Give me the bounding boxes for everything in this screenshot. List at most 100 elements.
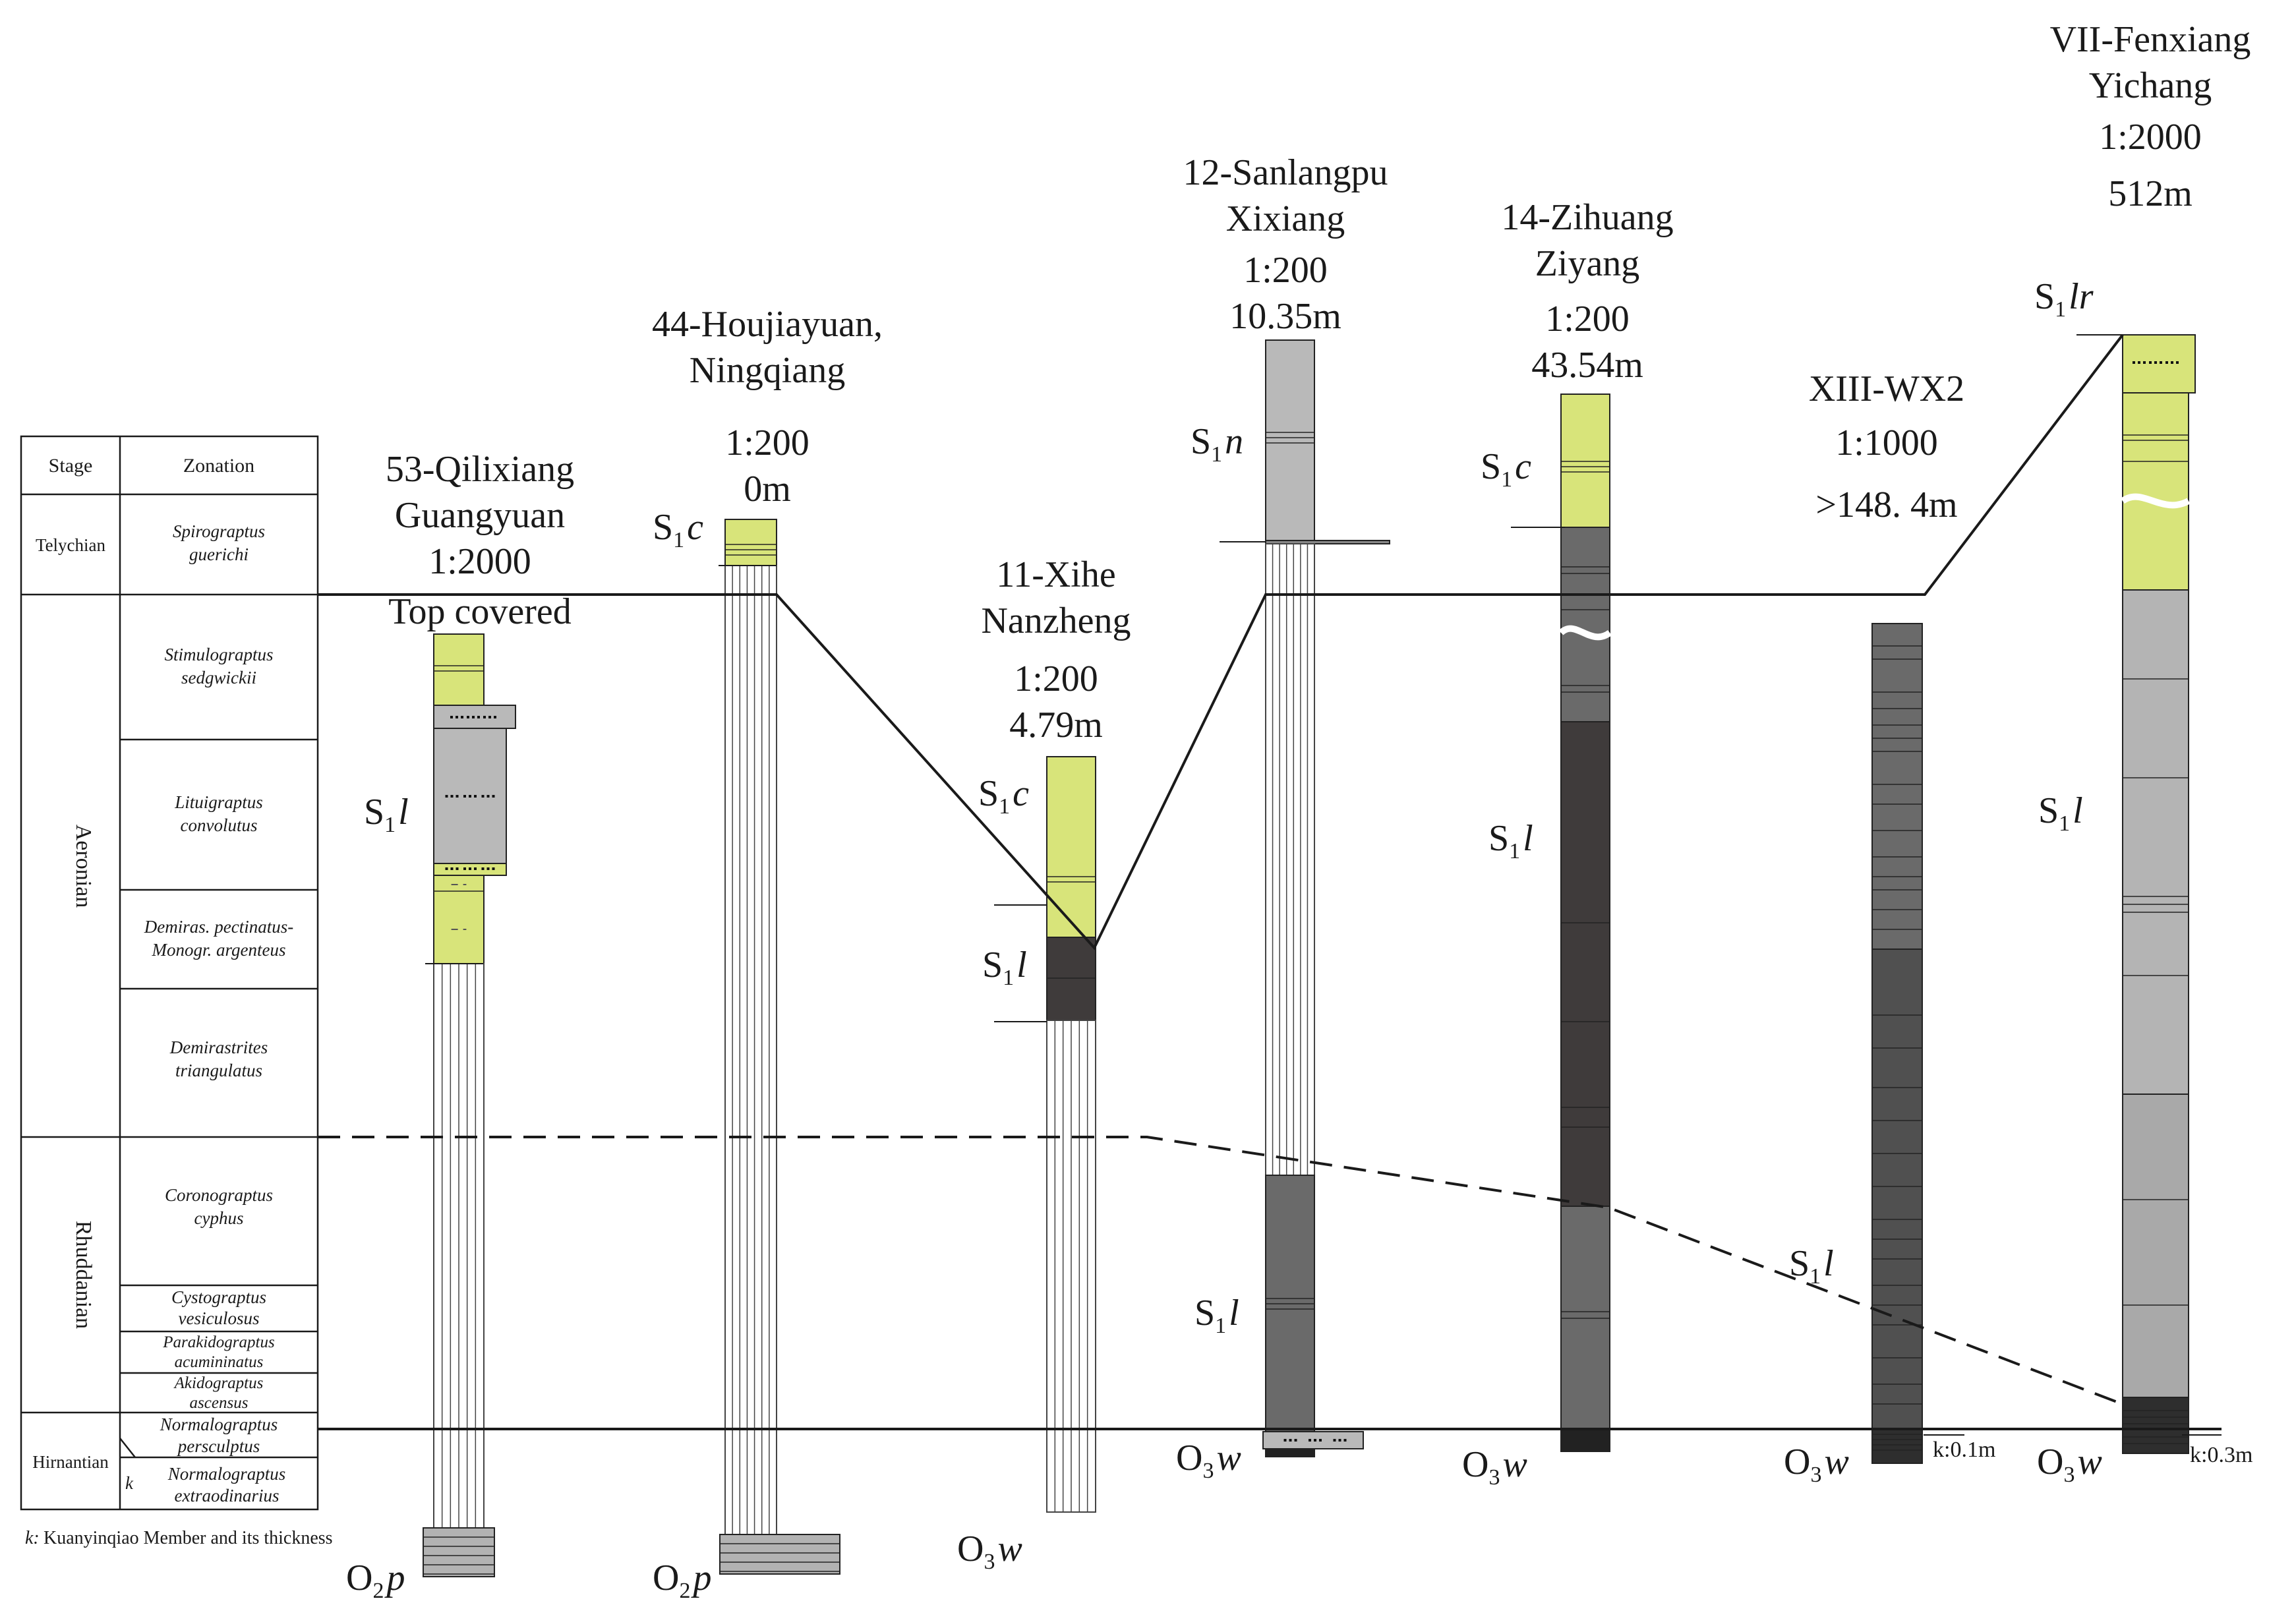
formation-s1l-sanlangpu: S1l <box>1194 1293 1239 1338</box>
zone-10-line1: Normalograptus <box>160 1415 278 1434</box>
column-block-7 <box>1046 937 1096 1021</box>
footnote-text: Kuanyinqiao Member and its thickness <box>44 1528 333 1548</box>
zone-5-line1: Demirastrites <box>169 1037 268 1057</box>
zone-2-line2: sedgwickii <box>181 668 256 687</box>
section-44-place: Ningqiang <box>690 350 845 391</box>
section-wx2-scale: 1:1000 <box>1835 423 1938 463</box>
stage-aeronian: Aeronian <box>71 825 96 908</box>
column-block-19 <box>1871 948 1923 1430</box>
section-11-place: Nanzheng <box>981 600 1131 641</box>
column-block-23 <box>2122 589 2189 1095</box>
footnote: k: Kuanyinqiao Member and its thickness <box>25 1528 333 1548</box>
zone-11-line2: extraodinarius <box>175 1486 280 1505</box>
formation-o3w-xihe: O3w <box>957 1529 1022 1574</box>
zone-3-line1: Lituigraptus <box>174 792 263 812</box>
formation-s1n-sanlangpu: S1n <box>1191 421 1243 467</box>
column-block-4 <box>433 875 485 964</box>
formation-o3w-sanlangpu: O3w <box>1176 1438 1241 1483</box>
zone-8-line1: Parakidograptus <box>162 1333 274 1351</box>
column-block-15 <box>1560 721 1610 1207</box>
section-44-name: 44-Houjiayuan, <box>652 304 883 345</box>
telychian-base-line <box>318 334 2124 950</box>
column-block-18 <box>1871 623 1923 950</box>
zone-4-line1: Demiras. pectinatus- <box>144 917 293 937</box>
section-headers: 53-Qilixiang Guangyuan 1:2000 Top covere… <box>386 19 2251 745</box>
stage-telychian: Telychian <box>36 535 106 555</box>
zone-9-line2: ascensus <box>190 1394 249 1412</box>
k-label-wx2: k:0.1m <box>1933 1438 1995 1462</box>
section-12-scale: 1:200 <box>1243 250 1328 291</box>
zone-5-line2: triangulatus <box>175 1061 262 1080</box>
k-mark: k <box>125 1473 134 1493</box>
section-11-name: 11-Xihe <box>996 554 1115 595</box>
column-block-11 <box>1262 1431 1364 1449</box>
section-columns <box>423 334 2196 1577</box>
column-block-5 <box>724 519 777 566</box>
formation-o2p-qilixiang: O2p <box>346 1558 405 1603</box>
formation-s1c-xihe: S1c <box>978 773 1029 819</box>
formation-o3w-fenxiang: O3w <box>2037 1442 2102 1487</box>
section-53-scale: 1:2000 <box>428 541 531 582</box>
column-block-8 <box>1265 339 1315 541</box>
zone-7-line1: Cystograptus <box>171 1287 266 1307</box>
stage-hirnantian: Hirnantian <box>32 1452 109 1472</box>
k-label-fenxiang: k:0.3m <box>2190 1443 2252 1467</box>
formation-o2p-houjiayuan: O2p <box>653 1558 711 1603</box>
zone-4-line2: Monogr. argenteus <box>152 940 286 960</box>
formation-s1l-fenxiang: S1l <box>2038 790 2083 836</box>
formation-s1l-qilixiang: S1l <box>364 792 409 837</box>
formation-labels: S1l O2p S1c O2p S1c S1l O3w S1n S1l O3w … <box>346 276 2252 1603</box>
zone-8-line2: acumininatus <box>175 1353 264 1371</box>
break-mark <box>1558 625 1612 641</box>
column-block-22 <box>2122 392 2189 591</box>
formation-o3w-zihuang: O3w <box>1462 1444 1527 1490</box>
zone-labels: Spirograptus guerichi Stimulograptus sed… <box>144 521 293 1505</box>
section-vii-thickness: 512m <box>2108 173 2193 214</box>
section-12-name: 12-Sanlangpu <box>1183 152 1388 193</box>
column-block-25 <box>2122 1397 2189 1454</box>
footnote-k: k: <box>25 1528 40 1548</box>
formation-s1l-zihuang: S1l <box>1488 818 1533 863</box>
formation-s1c-houjiayuan: S1c <box>653 507 703 552</box>
column-block-13 <box>1560 394 1610 528</box>
formation-s1l-xihe: S1l <box>982 945 1027 990</box>
correlation-lines <box>318 334 2222 1430</box>
rhuddanian-base-line <box>318 1136 2119 1404</box>
formation-o3w-wx2: O3w <box>1784 1442 1849 1487</box>
zone-6-line2: cyphus <box>194 1208 244 1228</box>
limestone-block <box>719 1534 840 1575</box>
section-12-thickness: 10.35m <box>1229 296 1341 337</box>
section-12-place: Xixiang <box>1226 198 1345 239</box>
section-14-scale: 1:200 <box>1545 299 1630 339</box>
zone-10-line2: persculptus <box>177 1436 260 1456</box>
zone-7-line2: vesiculosus <box>179 1308 260 1328</box>
column-block-17 <box>1560 1428 1610 1452</box>
section-wx2-thickness: >148. 4m <box>1815 484 1957 525</box>
section-vii-place: Yichang <box>2089 65 2212 106</box>
section-44-thickness: 0m <box>744 469 791 510</box>
section-53-name: 53-Qilixiang <box>386 449 574 490</box>
column-block-24 <box>2122 1094 2189 1398</box>
column-block-6 <box>1046 756 1096 938</box>
limestone-block <box>423 1527 495 1577</box>
column-block-0 <box>433 633 485 706</box>
column-block-16 <box>1560 1206 1610 1430</box>
section-53-note: Top covered <box>388 591 572 632</box>
section-11-thickness: 4.79m <box>1009 705 1103 745</box>
zone-11-line1: Normalograptus <box>167 1464 286 1484</box>
zone-9-line1: Akidograptus <box>173 1374 264 1392</box>
zone-1-line2: guerichi <box>189 544 249 564</box>
header-zonation: Zonation <box>183 455 254 477</box>
section-vii-name: VII-Fenxiang <box>2050 19 2251 60</box>
section-14-thickness: 43.54m <box>1531 345 1643 386</box>
stage-rhuddanian: Rhuddanian <box>71 1221 96 1329</box>
zone-6-line1: Coronograptus <box>165 1185 273 1205</box>
formation-s1lr-fenxiang: S1lr <box>2034 276 2094 322</box>
tick-lines <box>425 334 2222 1436</box>
zone-2-line1: Stimulograptus <box>164 645 273 664</box>
section-vii-scale: 1:2000 <box>2099 117 2202 158</box>
section-53-place: Guangyuan <box>395 495 565 536</box>
header-stage: Stage <box>49 455 93 477</box>
